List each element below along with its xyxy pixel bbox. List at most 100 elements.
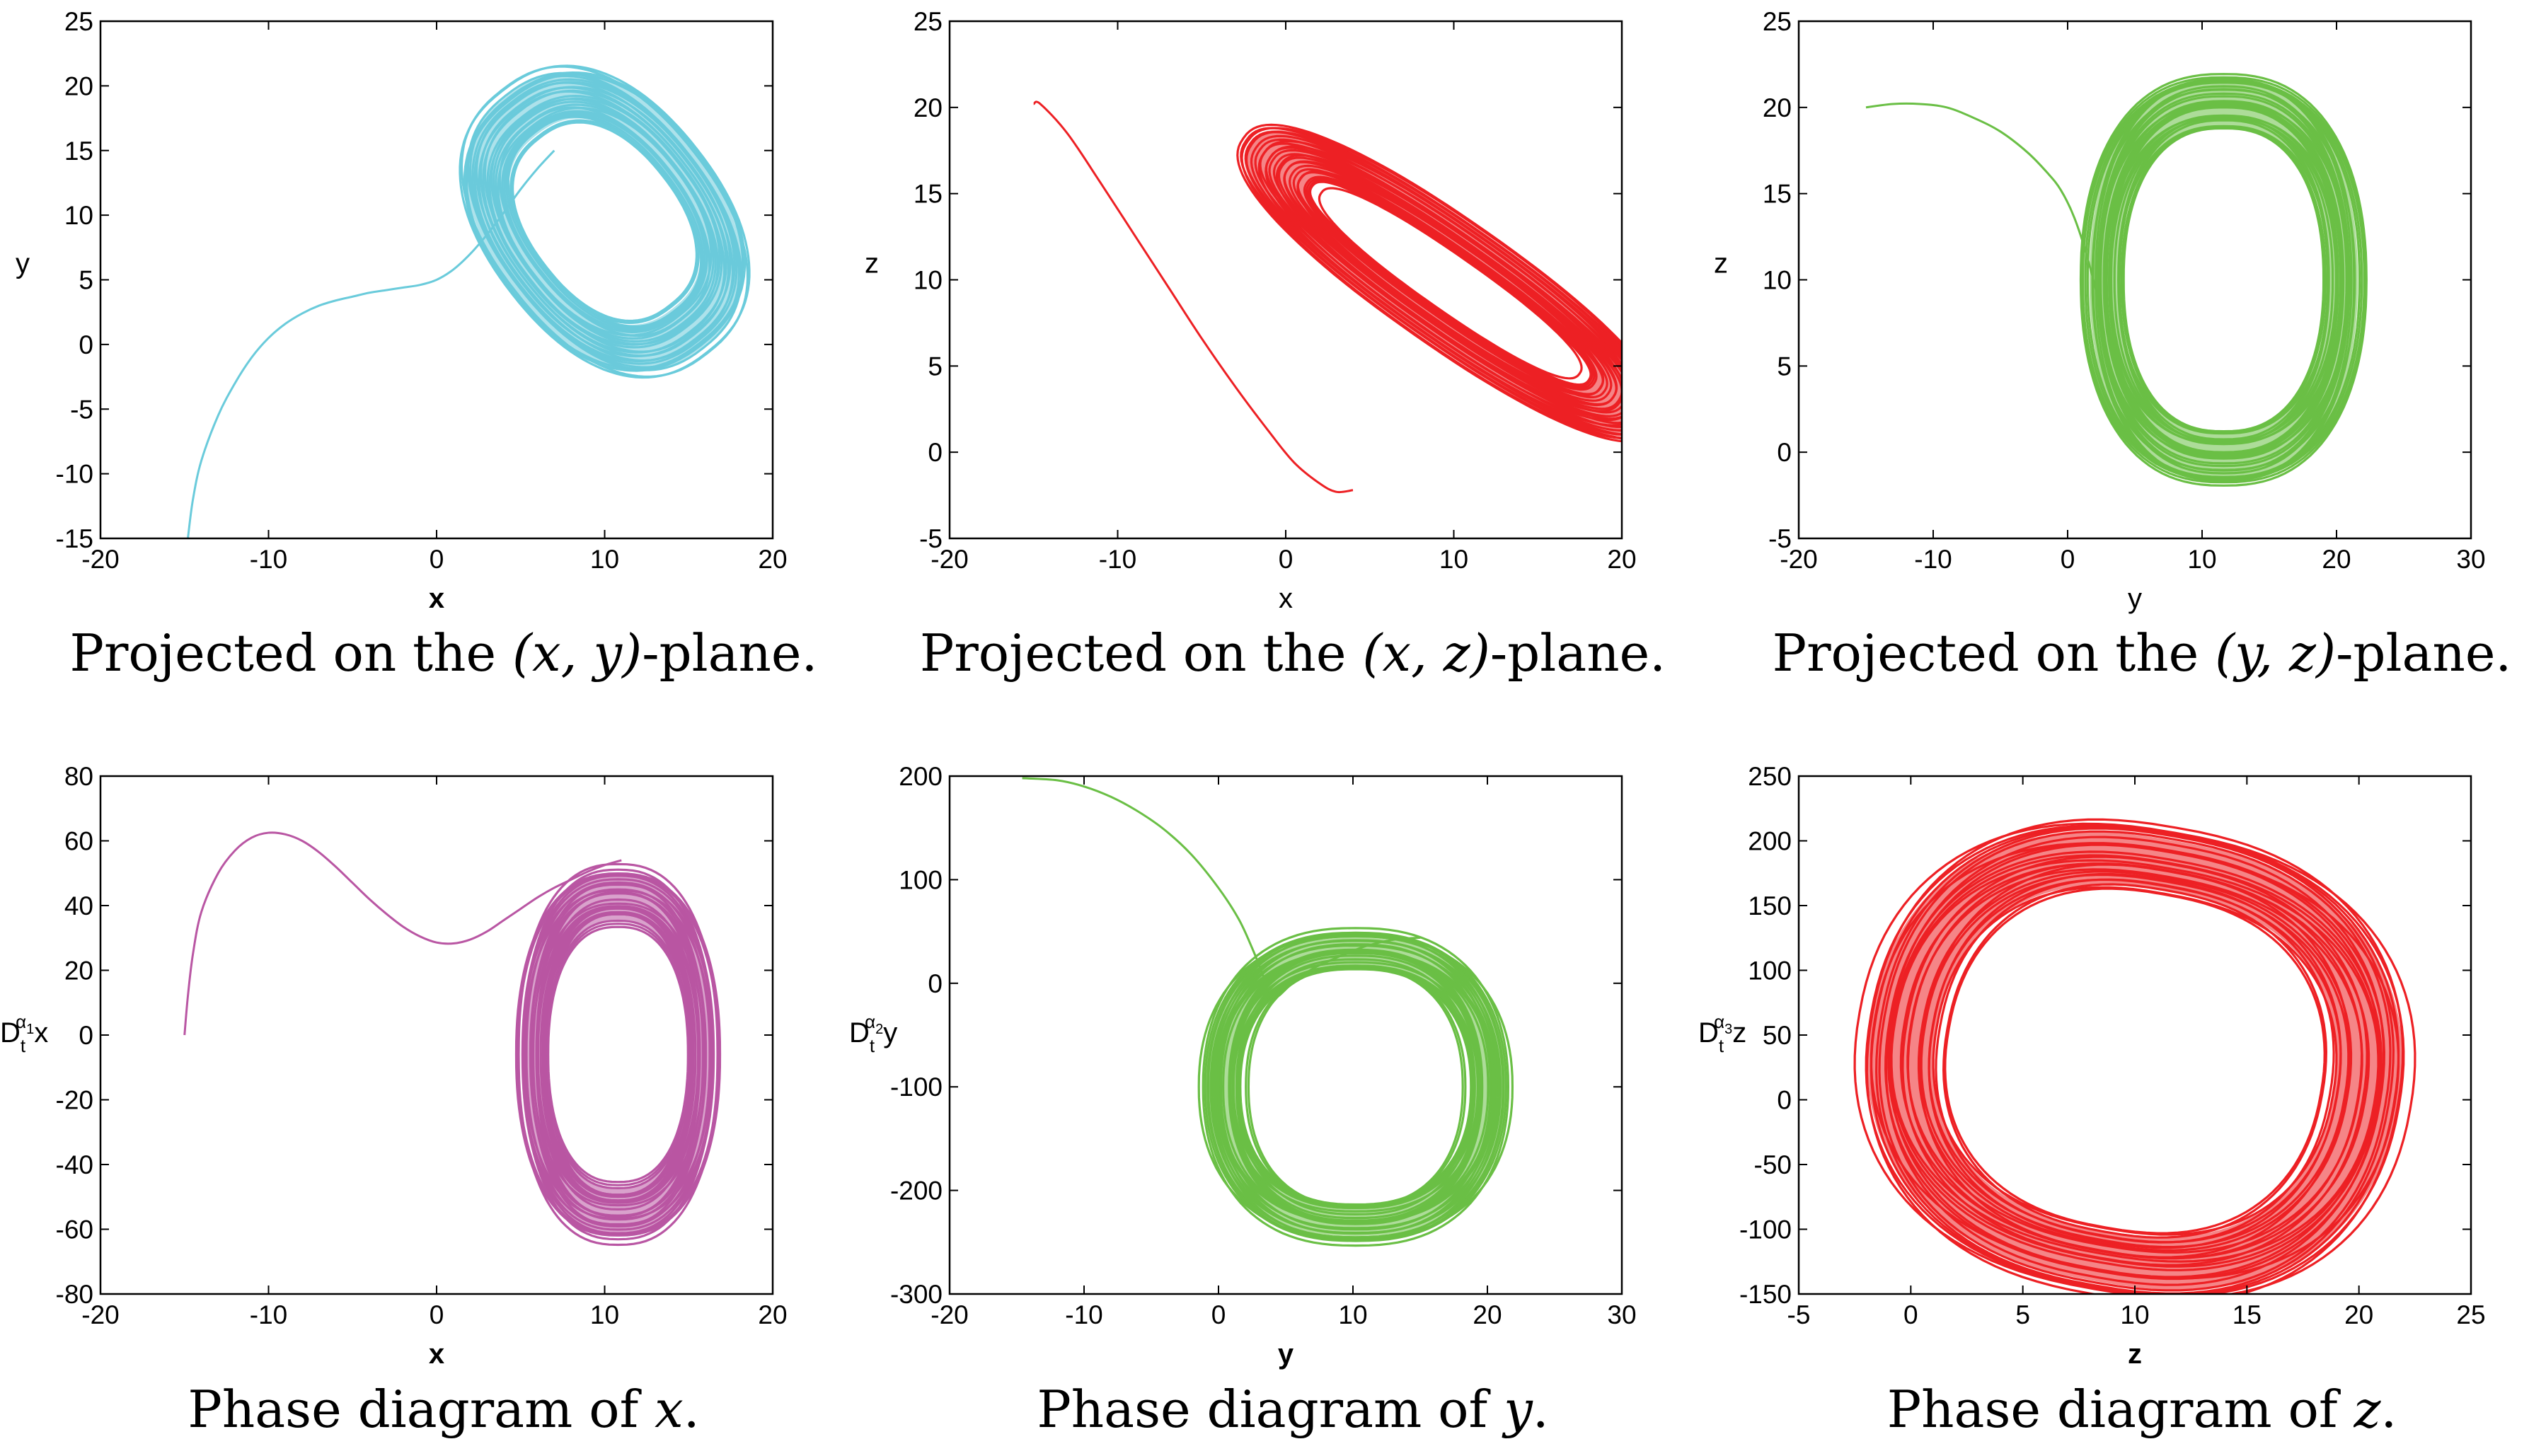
- y-tick-label: 150: [1748, 891, 1792, 920]
- attractor-loop: [1944, 887, 2326, 1235]
- y-tick-label: 100: [1748, 957, 1792, 986]
- x-tick-label: -20: [81, 545, 119, 574]
- x-axis-label: y: [1278, 1339, 1294, 1370]
- attractor-loop: [2117, 125, 2330, 435]
- attractor-loop: [1942, 883, 2328, 1239]
- attractor-loop: [1272, 153, 1622, 414]
- attractor-loop: [1288, 164, 1613, 402]
- x-tick-label: 20: [758, 1300, 787, 1329]
- x-tick-label: 0: [1279, 545, 1294, 574]
- y-tick-label: 15: [1763, 180, 1792, 209]
- x-axis-label: z: [2128, 1339, 2142, 1370]
- y-tick-label: -40: [56, 1150, 93, 1179]
- y-tick-label: 5: [79, 266, 93, 295]
- panel-caption: Phase diagram of x.: [188, 1380, 699, 1439]
- attractor-loop: [1237, 966, 1474, 1208]
- x-tick-label: 10: [590, 545, 619, 574]
- y-tick-label: -10: [56, 460, 93, 489]
- x-tick-label: 20: [2344, 1300, 2373, 1329]
- y-tick-label: 0: [928, 438, 943, 467]
- y-tick-label: -5: [70, 395, 93, 424]
- x-tick-label: 0: [1211, 1300, 1226, 1329]
- x-tick-label: 20: [2322, 545, 2351, 574]
- x-tick-label: -20: [81, 1300, 119, 1329]
- y-tick-label: 20: [64, 71, 93, 100]
- panel-caption: Phase diagram of z.: [1887, 1380, 2397, 1439]
- x-tick-label: 10: [1439, 545, 1468, 574]
- x-tick-label: 0: [1903, 1300, 1918, 1329]
- axes-frame: [948, 775, 1623, 1295]
- y-tick-label: -150: [1739, 1280, 1792, 1309]
- y-tick-label: 80: [64, 762, 93, 791]
- panel-caption: Projected on the (x, z)-plane.: [920, 623, 1666, 683]
- x-tick-label: 20: [758, 545, 787, 574]
- x-tick-label: -20: [931, 1300, 968, 1329]
- y-tick-label: -200: [890, 1177, 943, 1206]
- plot-area: [1022, 777, 1514, 1247]
- y-tick-label: 0: [79, 330, 93, 359]
- y-tick-label: 200: [1748, 827, 1792, 856]
- attractor-loop: [1283, 160, 1618, 407]
- attractor-loop: [517, 862, 719, 1247]
- transient-trajectory: [1033, 100, 1354, 494]
- attractor-loop: [2081, 79, 2366, 481]
- y-tick-label: -20: [56, 1086, 93, 1115]
- x-tick-label: 30: [1607, 1300, 1636, 1329]
- x-axis-label: x: [1279, 583, 1293, 614]
- attractor-band: [1867, 832, 2402, 1290]
- attractor-loop: [546, 923, 691, 1186]
- x-tick-label: 10: [590, 1300, 619, 1329]
- x-tick-label: 20: [1473, 1300, 1502, 1329]
- axes-frame: [1797, 20, 2472, 540]
- chart-panel-3: -20 -10 0 10 20 30 -5 0 5 10 15 20 25 y z: [1714, 7, 2486, 614]
- x-tick-label: 20: [1607, 545, 1636, 574]
- y-tick-label: 0: [1777, 1086, 1792, 1115]
- chart-panel-2: -20 -10 0 10 20 -5 0 5 10 15 20 25 x z: [865, 7, 1637, 614]
- x-tick-label: 10: [2120, 1300, 2149, 1329]
- y-tick-label: 100: [899, 865, 943, 894]
- attractor-loop: [1245, 965, 1467, 1208]
- x-axis-label: x: [429, 583, 444, 614]
- attractor-loop: [2122, 127, 2325, 433]
- plot-area: [1853, 818, 2416, 1294]
- x-tick-label: 0: [430, 1300, 444, 1329]
- x-tick-label: -10: [1065, 1300, 1102, 1329]
- attractor-band: [466, 72, 744, 371]
- y-tick-label: 15: [914, 180, 943, 209]
- attractor-loop: [547, 925, 689, 1184]
- panel-caption: Projected on the (x, y)-plane.: [70, 623, 818, 683]
- y-tick-label: 10: [1763, 266, 1792, 295]
- y-tick-label: 10: [914, 266, 943, 295]
- attractor-loop: [1932, 886, 2338, 1236]
- x-tick-label: -20: [931, 545, 968, 574]
- y-axis-label: Dtα3z: [1698, 1011, 1746, 1056]
- panel-caption: Phase diagram of y.: [1037, 1380, 1548, 1439]
- attractor-loop: [1259, 142, 1622, 424]
- y-tick-label: 5: [1777, 352, 1792, 381]
- plot-area: [183, 831, 722, 1247]
- y-tick-label: -100: [1739, 1215, 1792, 1244]
- y-tick-label: 0: [1777, 438, 1792, 467]
- y-tick-label: -15: [56, 524, 93, 553]
- attractor-band: [1244, 129, 1622, 437]
- y-tick-label: 20: [914, 93, 943, 122]
- y-tick-label: 25: [1763, 7, 1792, 36]
- attractor-loop: [1865, 824, 2405, 1294]
- x-axis-label: x: [429, 1339, 444, 1370]
- y-tick-label: -5: [1768, 524, 1792, 553]
- y-tick-label: -100: [890, 1073, 943, 1102]
- attractor-band: [2089, 78, 2358, 482]
- panel-caption: Projected on the (y, z)-plane.: [1773, 623, 2512, 683]
- attractor-loop: [459, 64, 751, 379]
- attractor-loop: [1239, 968, 1473, 1206]
- attractor-loop: [545, 919, 691, 1190]
- attractor-loop: [1853, 822, 2416, 1294]
- y-tick-label: -80: [56, 1280, 93, 1309]
- x-tick-label: 30: [2456, 545, 2485, 574]
- x-tick-label: 10: [2187, 545, 2216, 574]
- y-tick-label: 250: [1748, 762, 1792, 791]
- y-tick-label: 25: [914, 7, 943, 36]
- x-tick-label: 5: [2015, 1300, 2030, 1329]
